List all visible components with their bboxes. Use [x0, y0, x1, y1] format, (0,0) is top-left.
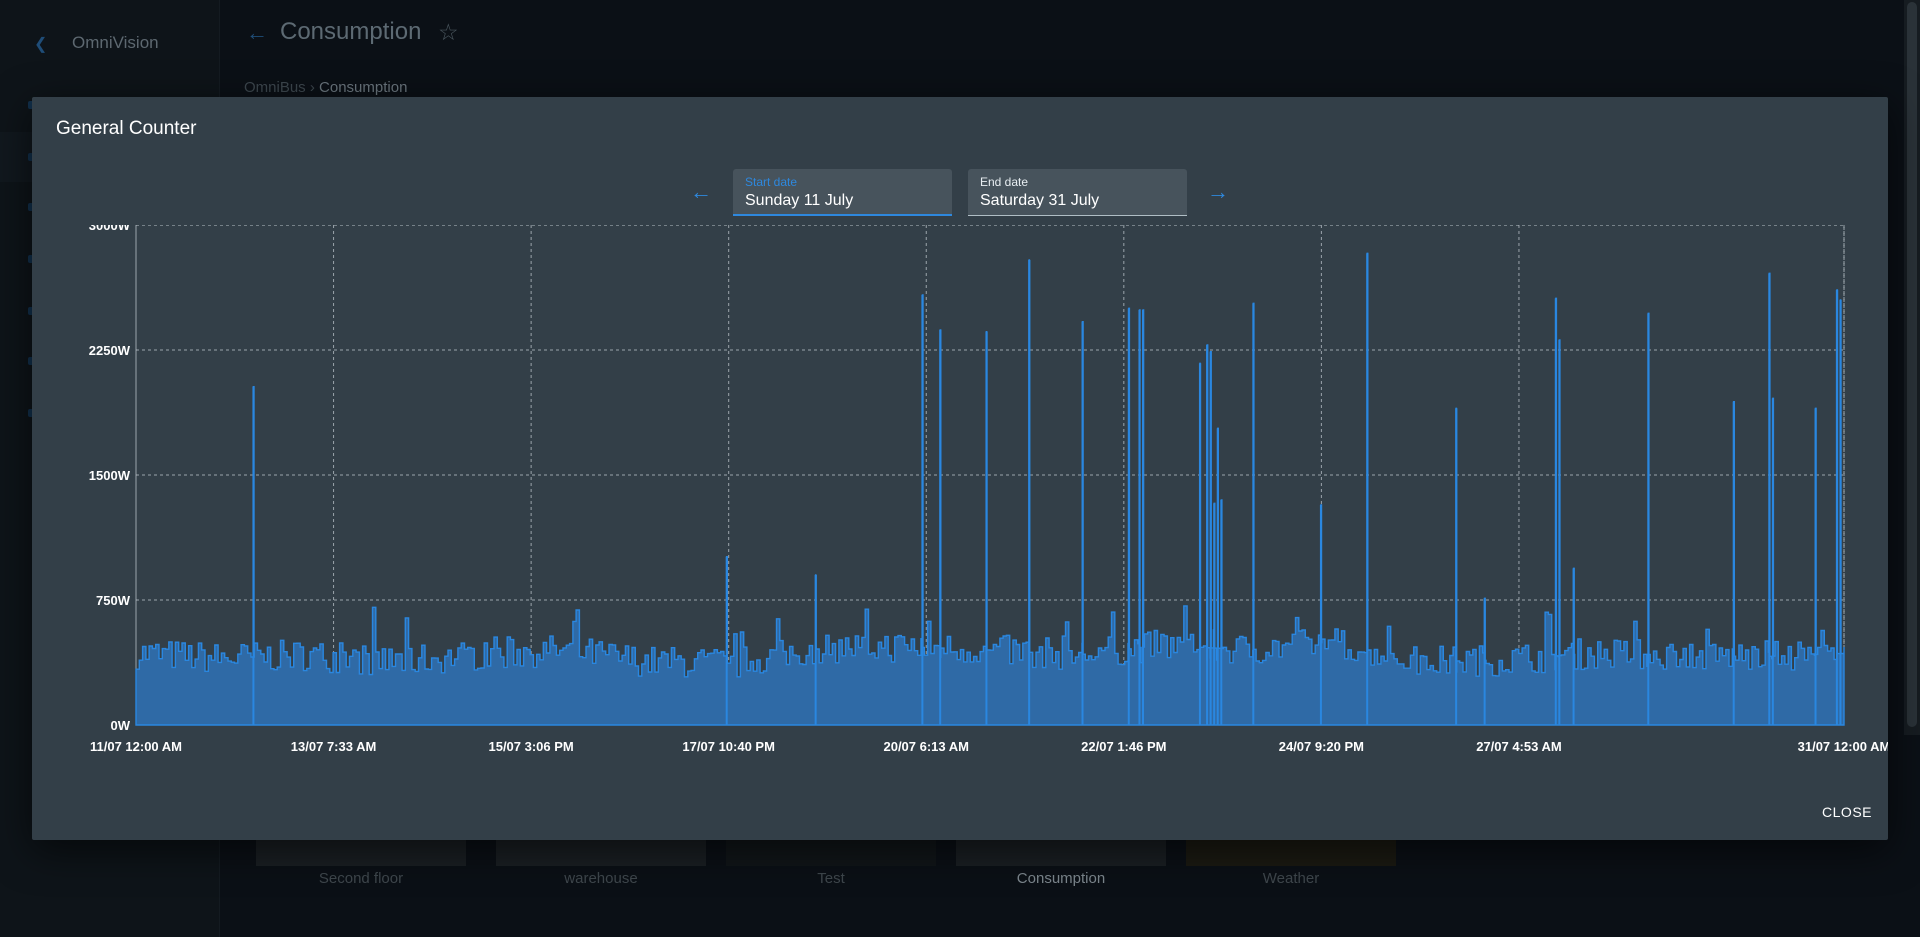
tile-grid: Second floor warehouse Test Consumption … — [256, 840, 1396, 937]
tile-thumbnail[interactable] — [726, 840, 936, 866]
start-date-value[interactable]: Sunday 11 July — [745, 192, 854, 209]
x-tick-label: 22/07 1:46 PM — [1081, 739, 1166, 754]
x-tick-label: 13/07 7:33 AM — [291, 739, 377, 754]
tile-label[interactable]: Test — [817, 870, 845, 887]
arrow-right-icon: → — [1207, 179, 1229, 204]
start-date-label: Start date — [745, 175, 798, 189]
x-tick-label: 27/07 4:53 AM — [1476, 739, 1562, 754]
general-counter-dialog: General Counter ← Start date Sunday 11 J… — [32, 97, 1888, 840]
x-axis-labels: 11/07 12:00 AM 13/07 7:33 AM 15/07 3:06 PM… — [90, 739, 1888, 754]
scrollbar-thumb[interactable] — [1907, 2, 1917, 727]
page-scrollbar[interactable] — [1904, 0, 1920, 735]
consumption-area — [135, 252, 1845, 726]
tile-thumbnail[interactable] — [1186, 840, 1396, 866]
arrow-left-icon: ← — [690, 179, 712, 204]
breadcrumb-separator: › — [309, 79, 315, 96]
page-title: Consumption — [280, 18, 422, 45]
tile-label[interactable]: Weather — [1262, 870, 1320, 887]
x-tick-label: 15/07 3:06 PM — [488, 739, 573, 754]
start-date-field[interactable]: Start date Sunday 11 July — [733, 169, 952, 216]
tile-thumbnail[interactable] — [256, 840, 466, 866]
y-tick-label: 750W — [96, 593, 131, 608]
star-outline-icon[interactable]: ☆ — [438, 19, 459, 45]
end-date-field[interactable]: End date Saturday 31 July — [968, 169, 1187, 216]
back-arrow-icon[interactable]: ← — [246, 20, 268, 45]
tile-label[interactable]: Second floor — [318, 870, 404, 887]
y-tick-label: 2250W — [89, 343, 131, 358]
sidebar-back-icon[interactable]: ❮ — [34, 36, 48, 53]
y-tick-label: 3000W — [89, 225, 131, 233]
x-tick-label: 31/07 12:00 AM — [1798, 739, 1888, 754]
tile-label[interactable]: Consumption — [1016, 870, 1106, 887]
close-button[interactable]: CLOSE — [1822, 804, 1872, 820]
tile-thumbnail[interactable] — [956, 840, 1166, 866]
y-tick-label: 1500W — [89, 468, 131, 483]
chart-series — [135, 252, 1845, 726]
x-tick-label: 11/07 12:00 AM — [90, 739, 182, 754]
dialog-title: General Counter — [56, 118, 197, 139]
y-axis-labels: 0W 750W 1500W 2250W 3000W — [89, 225, 131, 733]
y-tick-label: 0W — [111, 718, 131, 733]
consumption-chart: 0W 750W 1500W 2250W 3000W 11/07 12:00 AM 13/0… — [89, 225, 1888, 754]
end-date-label: End date — [980, 175, 1029, 189]
app-name: OmniVision — [72, 33, 159, 52]
tile-label[interactable]: warehouse — [564, 870, 638, 887]
breadcrumb: OmniBus › Consumption — [244, 79, 407, 96]
previous-period-button[interactable]: ← — [687, 178, 715, 206]
x-tick-label: 20/07 6:13 AM — [883, 739, 969, 754]
tile-thumbnail[interactable] — [496, 840, 706, 866]
breadcrumb-parent[interactable]: OmniBus — [244, 79, 306, 96]
breadcrumb-current: Consumption — [319, 79, 408, 96]
x-tick-label: 24/07 9:20 PM — [1279, 739, 1364, 754]
end-date-value[interactable]: Saturday 31 July — [980, 192, 1100, 209]
next-period-button[interactable]: → — [1204, 178, 1232, 206]
x-tick-label: 17/07 10:40 PM — [682, 739, 775, 754]
